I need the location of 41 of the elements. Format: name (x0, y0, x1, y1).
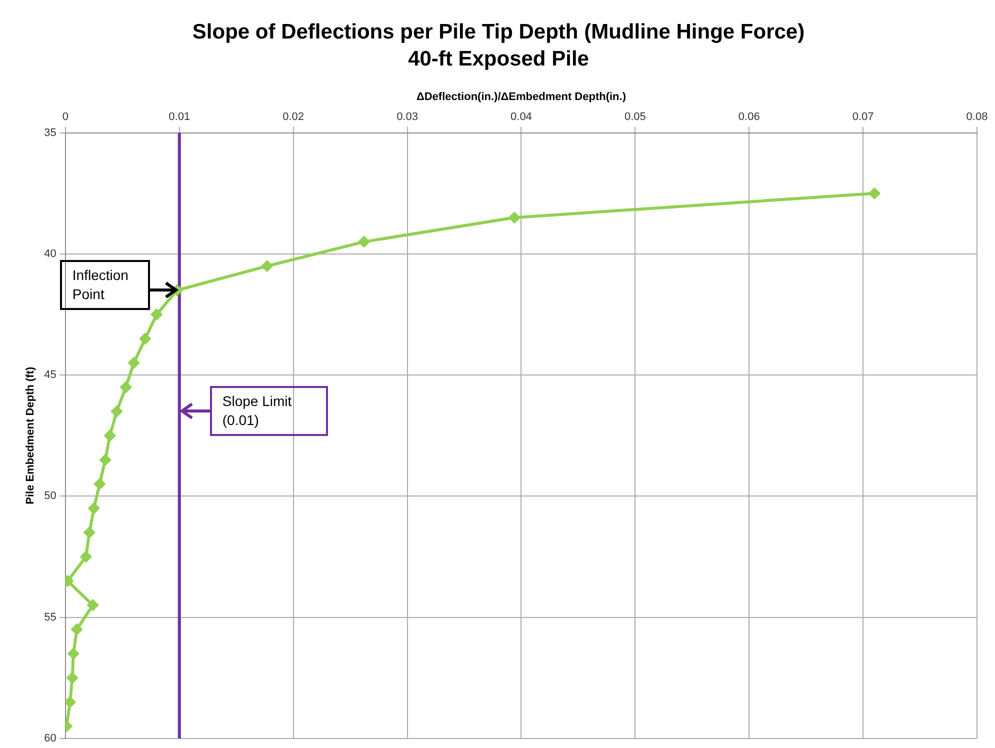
x-tick-label: 0.01 (168, 111, 190, 124)
point (120, 382, 132, 393)
point (68, 648, 79, 660)
point (66, 672, 78, 684)
chart-subtitle: 40-ft Exposed Pile (408, 48, 589, 71)
point (508, 212, 520, 224)
y-tick-label: 35 (44, 126, 56, 139)
y-tick-label: 60 (44, 732, 56, 744)
point (868, 188, 880, 199)
y-tick-label: 55 (44, 611, 56, 624)
point (128, 357, 140, 368)
point (65, 696, 76, 708)
point (94, 478, 106, 490)
y-tick-label: 45 (44, 369, 56, 382)
point (262, 260, 273, 272)
x-tick-label: 0.07 (852, 111, 874, 124)
x-tick-label: 0.06 (738, 111, 760, 124)
point (87, 600, 98, 611)
annotation: Inflection Point (60, 260, 150, 310)
chart-title: Slope of Deflections per Pile Tip Depth (Mudline Hinge Force) (192, 20, 805, 44)
point (71, 624, 82, 635)
x-axis-title: ΔDeflection(in.)/ΔEmbedment Depth(in.) (416, 91, 626, 104)
x-tick-label: 0.08 (966, 111, 988, 124)
point (84, 526, 95, 538)
y-axis-title: Pile Embedment Depth (ft) (24, 366, 37, 504)
point (151, 308, 162, 320)
y-tick-label: 40 (44, 248, 56, 260)
point (104, 430, 116, 442)
point (88, 502, 100, 514)
y-tick-label: 50 (44, 490, 56, 502)
x-tick-label: 0 (62, 111, 68, 124)
point (80, 551, 92, 562)
ref-line-label: Slope Limit (0.01) (210, 386, 328, 436)
point (358, 236, 370, 248)
x-tick-label: 0.02 (282, 111, 304, 124)
point (111, 406, 122, 417)
point (140, 333, 151, 344)
point (100, 454, 111, 466)
x-tick-label: 0.03 (396, 111, 418, 124)
x-tick-label: 0.05 (624, 111, 646, 124)
x-tick-label: 0.04 (510, 111, 532, 124)
